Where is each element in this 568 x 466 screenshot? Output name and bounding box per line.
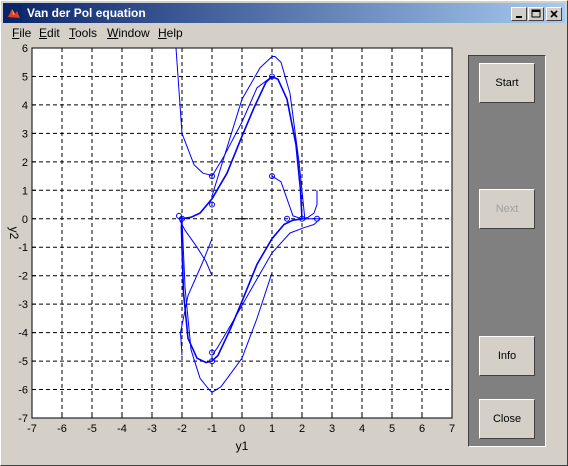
trajectory-marker bbox=[269, 173, 275, 180]
info-button[interactable]: Info bbox=[479, 336, 535, 376]
trajectory-line bbox=[181, 218, 273, 393]
menu-file[interactable]: File bbox=[12, 26, 32, 40]
control-panel bbox=[468, 55, 546, 447]
x-tick-label: -4 bbox=[117, 423, 127, 435]
trajectory-marker bbox=[269, 73, 275, 80]
x-tick-label: -1 bbox=[207, 423, 217, 435]
limit-cycle-line bbox=[180, 75, 303, 364]
start-button[interactable]: Start bbox=[479, 63, 535, 103]
x-tick-label: -3 bbox=[147, 423, 157, 435]
y-tick-label: -7 bbox=[18, 413, 28, 425]
maximize-icon bbox=[531, 9, 541, 18]
x-tick-label: 6 bbox=[419, 423, 425, 435]
x-tick-label: 2 bbox=[299, 423, 305, 435]
y-tick-label: 6 bbox=[22, 43, 28, 55]
trajectory-marker bbox=[209, 173, 215, 180]
maximize-button[interactable] bbox=[528, 7, 544, 21]
window-title: Van der Pol equation bbox=[27, 6, 146, 20]
trajectory-line bbox=[301, 190, 318, 220]
minimize-icon bbox=[516, 16, 522, 18]
x-tick-label: 7 bbox=[449, 423, 455, 435]
close-window-button[interactable] bbox=[546, 7, 562, 21]
y-tick-label: -5 bbox=[18, 356, 28, 368]
menu-edit[interactable]: Edit bbox=[39, 26, 60, 40]
close-icon bbox=[550, 10, 558, 18]
x-tick-label: -7 bbox=[27, 423, 37, 435]
title-bar[interactable]: Van der Pol equation bbox=[3, 3, 565, 23]
matlab-logo-icon bbox=[6, 5, 22, 21]
x-tick-label: -6 bbox=[57, 423, 67, 435]
x-tick-label: 4 bbox=[359, 423, 365, 435]
trajectory-marker bbox=[299, 215, 305, 222]
close-button[interactable]: Close bbox=[479, 399, 535, 439]
menu-tools[interactable]: Tools bbox=[69, 26, 98, 40]
y-axis-label: y2 bbox=[7, 227, 21, 240]
y-tick-label: 1 bbox=[22, 185, 28, 197]
x-tick-label: -2 bbox=[177, 423, 187, 435]
x-tick-label: 1 bbox=[269, 423, 275, 435]
y-tick-label: -6 bbox=[18, 385, 28, 397]
y-tick-label: -2 bbox=[18, 271, 28, 283]
trajectory-marker bbox=[284, 215, 290, 222]
x-tick-label: 3 bbox=[329, 423, 335, 435]
x-axis-label: y1 bbox=[236, 439, 249, 453]
x-tick-label: -5 bbox=[87, 423, 97, 435]
series-group bbox=[175, 48, 321, 393]
menu-bar: File Edit Tools Window Help bbox=[3, 23, 565, 43]
menu-help[interactable]: Help bbox=[158, 26, 183, 40]
x-tick-label: 5 bbox=[389, 423, 395, 435]
x-tick-label: 0 bbox=[239, 423, 245, 435]
trajectory-marker bbox=[176, 212, 182, 219]
y-tick-label: 2 bbox=[22, 157, 28, 169]
y-tick-label: 0 bbox=[22, 214, 28, 226]
trajectory-marker bbox=[209, 349, 215, 356]
y-tick-label: -1 bbox=[18, 242, 28, 254]
y-tick-label: 3 bbox=[22, 128, 28, 140]
minimize-button[interactable] bbox=[511, 7, 527, 21]
trajectory-line bbox=[211, 218, 321, 356]
y-tick-label: 4 bbox=[22, 100, 28, 112]
trajectory-line bbox=[211, 56, 306, 221]
trajectory-line bbox=[271, 175, 320, 220]
next-button[interactable]: Next bbox=[479, 189, 535, 229]
y-tick-label: 5 bbox=[22, 71, 28, 83]
y-tick-label: -4 bbox=[18, 328, 28, 340]
menu-window[interactable]: Window bbox=[107, 26, 150, 40]
trajectory-marker bbox=[209, 201, 215, 208]
trajectory-line bbox=[175, 48, 273, 177]
trajectory-marker bbox=[209, 358, 215, 365]
phase-plane-plot[interactable]: -7 -6 -5 -4 -3 -2 -1 0 1 2 3 4 5 6 7 6 5 4 3 2 1 0 -1 -2 -3 -4 -5 -… bbox=[0, 42, 462, 462]
y-tick-label: -3 bbox=[18, 299, 28, 311]
trajectory-marker bbox=[314, 215, 320, 222]
trajectory-line bbox=[180, 238, 213, 356]
